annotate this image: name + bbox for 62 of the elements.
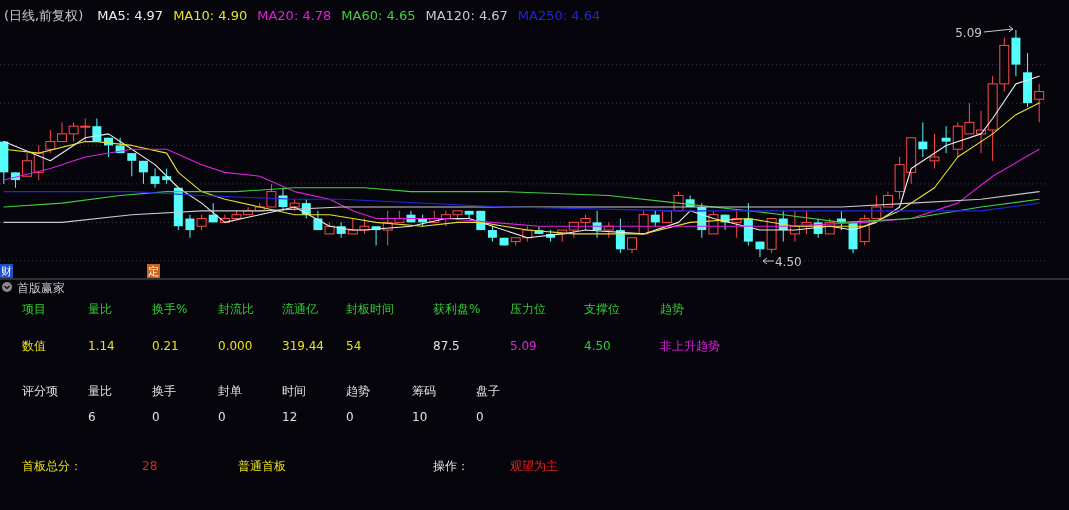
candlestick xyxy=(929,133,940,170)
text: 流通亿 xyxy=(282,302,318,316)
candlestick xyxy=(743,202,753,246)
text: 5.09 xyxy=(510,339,537,353)
text: 54 xyxy=(346,339,362,353)
candlestick xyxy=(755,241,765,258)
text: 观望为主 xyxy=(510,459,558,473)
text: 评分项 xyxy=(22,384,58,398)
text: 封单 xyxy=(218,384,242,398)
text: 普通首板 xyxy=(238,459,286,473)
text: 换手% xyxy=(152,302,188,316)
text: 换手 xyxy=(152,384,176,398)
text: 盘子 xyxy=(476,384,500,398)
text: 0.21 xyxy=(152,339,179,353)
text: 10 xyxy=(412,410,428,424)
text: MA10: 4.90 xyxy=(173,8,248,23)
text: MA5: 4.97 xyxy=(97,8,164,23)
text: MA120: 4.67 xyxy=(425,8,508,23)
text: 0 xyxy=(152,410,160,424)
text: 支撑位 xyxy=(584,302,620,316)
text: 定 xyxy=(148,265,159,278)
candlestick xyxy=(127,152,137,177)
text: 封板时间 xyxy=(346,302,394,316)
text: 4.50 xyxy=(584,339,611,353)
text: 筹码 xyxy=(412,384,436,398)
annotation: 4.50 xyxy=(774,255,802,269)
text: 数值 xyxy=(22,339,46,353)
text: 87.5 xyxy=(433,339,460,353)
annotation: 5.09 xyxy=(955,26,982,40)
text: 1.14 xyxy=(88,339,115,353)
text: 0.000 xyxy=(218,339,253,353)
text: 趋势 xyxy=(660,302,684,316)
text: 获利盘% xyxy=(433,302,481,316)
text: 封流比 xyxy=(218,302,254,316)
candlestick xyxy=(150,168,160,189)
text: MA20: 4.78 xyxy=(257,8,332,23)
text: 量比 xyxy=(88,384,112,398)
text: 操作： xyxy=(433,459,469,473)
text: 0 xyxy=(476,410,484,424)
text: MA250: 4.64 xyxy=(517,8,601,23)
chart-title: (日线,前复权) xyxy=(4,8,84,23)
text: 时间 xyxy=(282,384,306,398)
text: 压力位 xyxy=(510,302,546,316)
text: 趋势 xyxy=(346,384,370,398)
text: 28 xyxy=(142,459,158,473)
text: 量比 xyxy=(88,302,112,316)
text: 0 xyxy=(346,410,354,424)
candlestick xyxy=(941,125,951,154)
text: MA60: 4.65 xyxy=(341,8,416,23)
candlestick xyxy=(592,210,602,239)
text: 财 xyxy=(1,265,12,278)
text: 12 xyxy=(282,410,298,424)
candlestick xyxy=(185,214,195,239)
candlestick xyxy=(278,187,288,212)
text: 6 xyxy=(88,410,96,424)
text: 319.44 xyxy=(282,339,324,353)
text: 0 xyxy=(218,410,226,424)
candlestick xyxy=(918,121,928,158)
text: 首板总分： xyxy=(22,459,82,473)
text: 项目 xyxy=(22,302,46,316)
text: 非上升趋势 xyxy=(660,339,720,353)
text: 首版赢家 xyxy=(17,281,65,295)
